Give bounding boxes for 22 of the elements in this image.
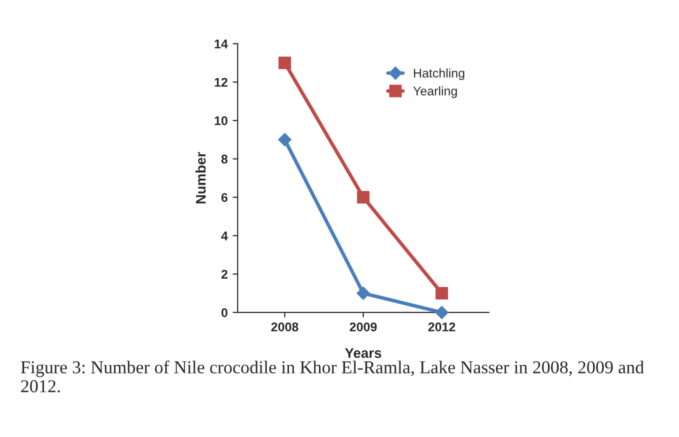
y-tick-label: 4 — [221, 232, 228, 240]
caption: Figure 3: Number of Nile crocodile in Khor El-Ramla, Lake Nasser in 2008, 2009 and 2012. — [20, 360, 644, 392]
legend-label: Yearling — [413, 86, 457, 98]
y-tick-label: 2 — [221, 270, 228, 279]
y-axis-title: Number — [196, 152, 206, 204]
point — [278, 56, 292, 70]
y-tick-label: 14 — [214, 40, 228, 48]
point — [435, 306, 448, 320]
x-tick-label: 2008 — [271, 322, 298, 332]
y-tick-label: 6 — [221, 193, 228, 202]
point — [278, 133, 292, 146]
x-axis-title: Years — [344, 348, 382, 358]
point — [436, 287, 448, 300]
legend-label: Hatchling — [414, 68, 464, 80]
y-tick-label: 8 — [221, 154, 228, 164]
point — [356, 286, 370, 300]
y-tick-label: 10 — [214, 116, 228, 126]
y-tick-label: 0 — [221, 308, 228, 318]
point — [357, 191, 370, 204]
x-tick-label: 2012 — [428, 322, 456, 332]
x-tick-label: 2009 — [350, 322, 377, 332]
y-tick-label: 12 — [214, 78, 228, 87]
